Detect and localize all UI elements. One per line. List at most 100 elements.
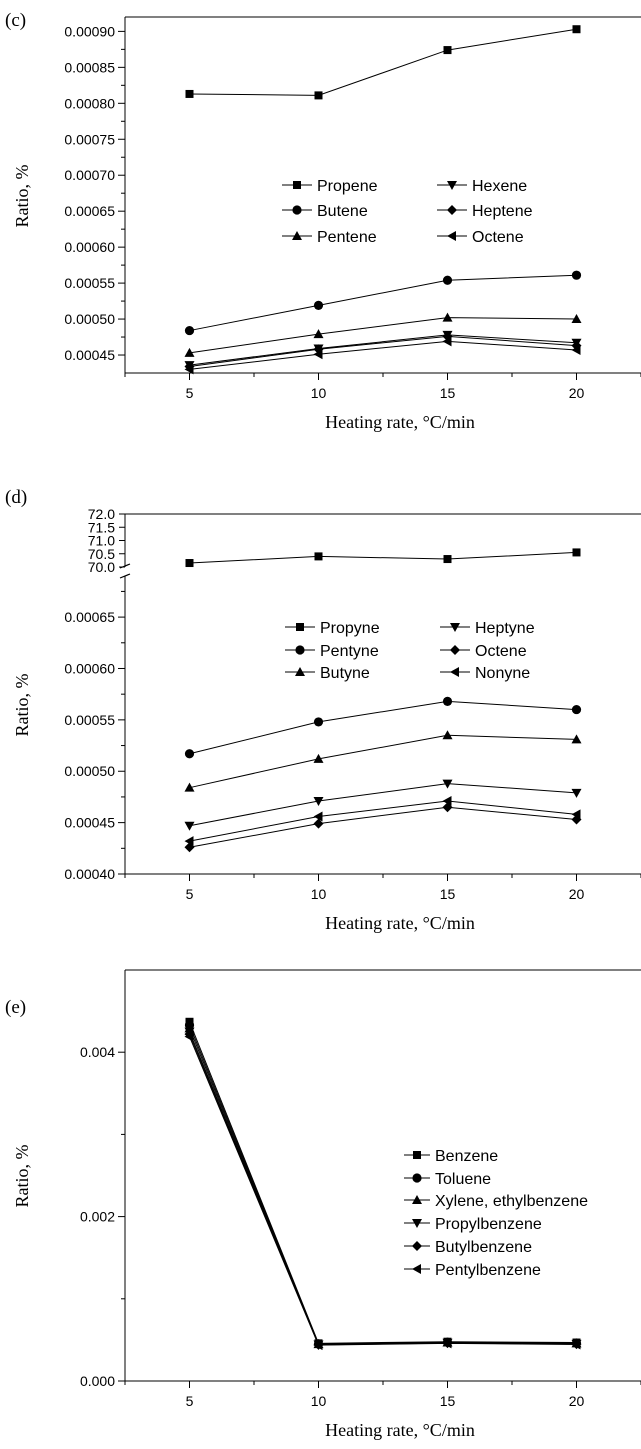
data-point: [184, 1031, 194, 1042]
legend-marker: [412, 1173, 422, 1183]
data-point: [571, 704, 582, 715]
legend-entry: Toluene: [404, 1171, 491, 1188]
legend-marker: [412, 1264, 421, 1274]
data-point: [184, 325, 195, 336]
data-point: [185, 559, 194, 568]
x-tick-label: 20: [569, 1393, 585, 1409]
data-point: [314, 552, 323, 561]
data-point: [572, 548, 581, 557]
y-tick-label: 0.00050: [64, 763, 115, 779]
legend-marker: [450, 645, 460, 655]
data-point: [571, 734, 582, 744]
data-point: [184, 782, 195, 792]
legend-label: Octene: [472, 229, 524, 246]
legend-label: Propyne: [320, 620, 380, 637]
legend-marker: [296, 623, 304, 631]
x-tick-label: 20: [569, 886, 585, 902]
plot-frame: [124, 17, 641, 374]
data-point: [185, 89, 194, 98]
series-line: [189, 274, 577, 332]
data-point: [184, 364, 194, 375]
legend-label: Heptene: [472, 203, 533, 220]
data-point: [572, 25, 581, 34]
y-axis-title: Ratio, %: [12, 165, 32, 228]
series-hexene: [184, 330, 582, 371]
legend-marker: [412, 1195, 422, 1204]
y-tick-label: 0.00055: [64, 712, 115, 728]
y-tick-label: 0.00070: [64, 167, 115, 183]
series-line: [189, 28, 577, 96]
legend-label: Butylbenzene: [435, 1239, 532, 1256]
data-point: [313, 797, 324, 807]
series-toluene: [184, 1020, 582, 1349]
legend-entry: Propene: [282, 178, 378, 195]
x-tick-label: 10: [311, 886, 327, 902]
data-point: [184, 836, 194, 847]
legend-label: Benzene: [435, 1148, 498, 1165]
series-line: [189, 334, 577, 366]
legend-entry: Butyne: [285, 665, 370, 682]
legend-marker: [447, 231, 456, 241]
series-benzene: [185, 1017, 581, 1348]
series-line: [189, 1033, 577, 1346]
legend-label: Butene: [317, 203, 368, 220]
y-tick-label: 0.00090: [64, 23, 115, 39]
legend-entry: Pentene: [282, 229, 377, 246]
series-heptene: [184, 331, 582, 372]
legend-label: Octene: [475, 643, 527, 660]
panel-label: (e): [5, 997, 26, 1018]
data-point: [571, 788, 582, 798]
series-line: [189, 806, 577, 848]
x-tick-label: 15: [440, 1393, 456, 1409]
data-point: [184, 821, 195, 831]
series-line: [189, 1028, 577, 1345]
panel-label: (d): [5, 487, 27, 508]
legend-marker: [412, 1219, 422, 1228]
x-tick-label: 5: [186, 385, 194, 401]
x-tick-label: 15: [440, 385, 456, 401]
data-point: [442, 696, 453, 706]
y-tick-label: 0.00045: [64, 815, 115, 831]
legend-entry: Propylbenzene: [404, 1216, 542, 1233]
y-tick-label: 0.00050: [64, 311, 115, 327]
legend-marker: [293, 181, 301, 189]
series-propyne: [185, 548, 581, 568]
data-point: [571, 809, 581, 820]
legend-entry: Butylbenzene: [404, 1239, 532, 1256]
series-butyne: [184, 730, 582, 792]
y-tick-label: 0.00075: [64, 131, 115, 147]
y-tick-label: 71.5: [88, 519, 115, 535]
y-tick-label: 0.002: [80, 1209, 115, 1225]
y-tick-label: 0.00065: [64, 609, 115, 625]
data-point: [184, 347, 195, 357]
data-point: [313, 811, 323, 822]
legend-label: Pentyne: [320, 643, 379, 660]
series-line: [189, 1024, 577, 1345]
legend-entry: Butene: [282, 203, 368, 220]
legend-label: Toluene: [435, 1171, 491, 1188]
legend-entry: Propyne: [285, 620, 380, 637]
data-point: [442, 336, 452, 347]
legend-marker: [295, 667, 305, 676]
y-tick-label: 0.000: [80, 1373, 115, 1389]
series-heptyne: [184, 779, 582, 831]
data-point: [442, 779, 453, 789]
x-tick-label: 20: [569, 385, 585, 401]
series-line: [189, 335, 577, 368]
data-point: [313, 349, 323, 360]
legend-entry: Octene: [440, 643, 527, 660]
series-line: [189, 340, 577, 370]
y-tick-label: 0.004: [80, 1044, 115, 1060]
data-point: [313, 1340, 323, 1351]
y-tick-label: 0.00060: [64, 239, 115, 255]
y-tick-label: 70.5: [88, 546, 115, 562]
x-axis-title: Heating rate, °C/min: [325, 913, 475, 933]
legend-entry: Octene: [437, 229, 524, 246]
data-point: [571, 344, 581, 355]
plot-frame: [124, 970, 641, 1382]
series-pentene: [184, 312, 582, 357]
legend-label: Pentene: [317, 229, 377, 246]
series-line: [189, 1021, 577, 1344]
series-xylene-ethylbenzene: [184, 1023, 582, 1349]
